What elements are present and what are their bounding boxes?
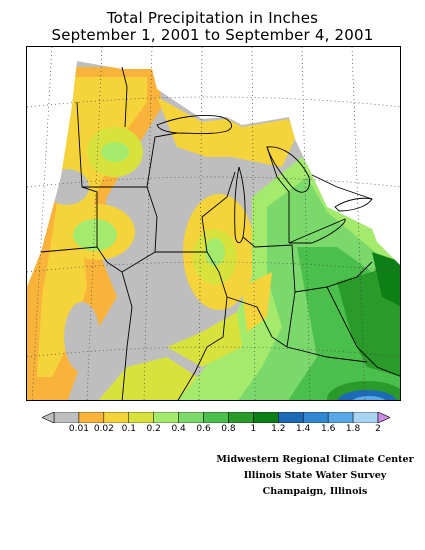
- legend-cell: [327, 412, 354, 423]
- legend-label: 0.6: [196, 424, 211, 434]
- legend-label: 0.8: [221, 424, 236, 434]
- lat-lon-grid: [27, 47, 400, 400]
- credit-center: Midwestern Regional Climate Center: [216, 454, 414, 465]
- southwest-trace-hole: [64, 302, 100, 372]
- map-date-range: September 1, 2001 to September 4, 2001: [51, 26, 374, 44]
- legend-cell: [228, 412, 254, 423]
- legend-cell: [278, 412, 304, 423]
- map-canvas: [27, 47, 400, 400]
- legend-cell: [203, 412, 229, 423]
- legend-cell: [53, 412, 80, 423]
- legend-label: 0.1: [121, 424, 136, 434]
- west-central-green-blob: [73, 219, 117, 251]
- central-green-spot: [205, 238, 225, 266]
- legend-cell: [103, 412, 130, 423]
- south-central-yellow: [242, 272, 272, 332]
- legend-min-arrow: [42, 412, 55, 423]
- legend-label: 2: [375, 424, 381, 434]
- south-central-lime: [167, 312, 242, 367]
- legend-cell: [78, 412, 105, 423]
- legend-cell: [128, 412, 154, 423]
- legend-cell: [302, 412, 329, 423]
- legend-label: 1.4: [296, 424, 311, 434]
- legend-label: 0.4: [171, 424, 186, 434]
- legend-label: 1.6: [320, 424, 336, 434]
- legend-cell: [153, 412, 179, 423]
- color-scale-bar: [42, 412, 390, 423]
- credit-survey: Illinois State Water Survey: [243, 470, 387, 481]
- credit-location: Champaign, Illinois: [262, 486, 368, 497]
- northern-yellow-band: [157, 97, 295, 167]
- state-boundaries: [40, 66, 400, 400]
- lake-huron: [266, 146, 310, 193]
- lake-michigan: [234, 166, 246, 244]
- legend-label: 0.2: [146, 424, 161, 434]
- southeast-blue-core: [337, 390, 397, 400]
- legend-cell: [178, 412, 204, 423]
- legend-label: 0.01: [68, 424, 89, 434]
- legend-label: 0.02: [93, 424, 114, 434]
- legend-max-arrow: [377, 412, 390, 423]
- legend-cell: [352, 412, 379, 423]
- lake-erie: [288, 218, 346, 244]
- northwest-green-spot: [101, 142, 129, 162]
- legend-label: 1: [250, 424, 257, 434]
- legend-labels: 0.01 0.02 0.1 0.2 0.4 0.6 0.8 1 1.2 1.4 1.6 1.8 2: [0, 424, 425, 436]
- legend-cell: [253, 412, 279, 423]
- southeast-light-blue-core: [351, 396, 387, 400]
- precipitation-map: [26, 46, 401, 401]
- southern-lime-edge: [97, 357, 197, 400]
- lake-superior: [156, 115, 233, 134]
- map-title: Total Precipitation in Inches: [106, 9, 319, 27]
- legend-label: 1.2: [271, 424, 286, 434]
- east-deep-green: [372, 252, 400, 307]
- legend-label: 1.8: [345, 424, 361, 434]
